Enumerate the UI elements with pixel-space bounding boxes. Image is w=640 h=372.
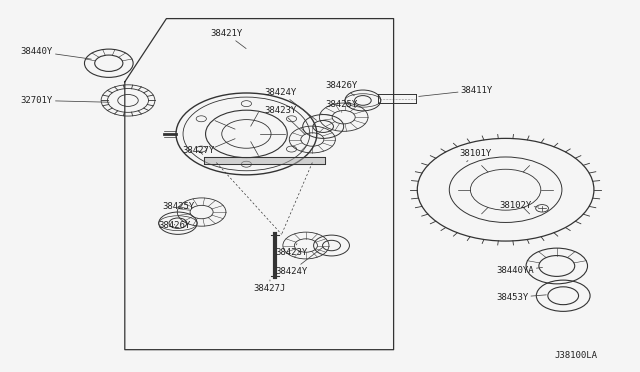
Text: 38453Y: 38453Y [496,293,547,302]
Text: 38426Y: 38426Y [159,221,191,230]
Text: 38440Y: 38440Y [20,47,92,59]
Text: 38427Y: 38427Y [182,146,214,155]
Text: J38100LA: J38100LA [554,351,598,360]
Text: 38425Y: 38425Y [325,100,357,112]
Text: 38101Y: 38101Y [460,149,492,162]
Text: 38440YA: 38440YA [496,266,543,275]
Text: 38423Y: 38423Y [275,244,307,257]
Text: 38424Y: 38424Y [264,88,317,120]
Text: 38421Y: 38421Y [210,29,246,49]
Text: 38426Y: 38426Y [325,81,357,96]
Text: 38427J: 38427J [253,280,285,293]
Text: 38424Y: 38424Y [275,247,323,276]
Text: 32701Y: 32701Y [20,96,109,105]
Text: 38411Y: 38411Y [419,86,493,96]
Text: 38425Y: 38425Y [162,202,194,211]
Text: 38102Y: 38102Y [499,201,539,210]
Text: 38423Y: 38423Y [264,106,305,135]
